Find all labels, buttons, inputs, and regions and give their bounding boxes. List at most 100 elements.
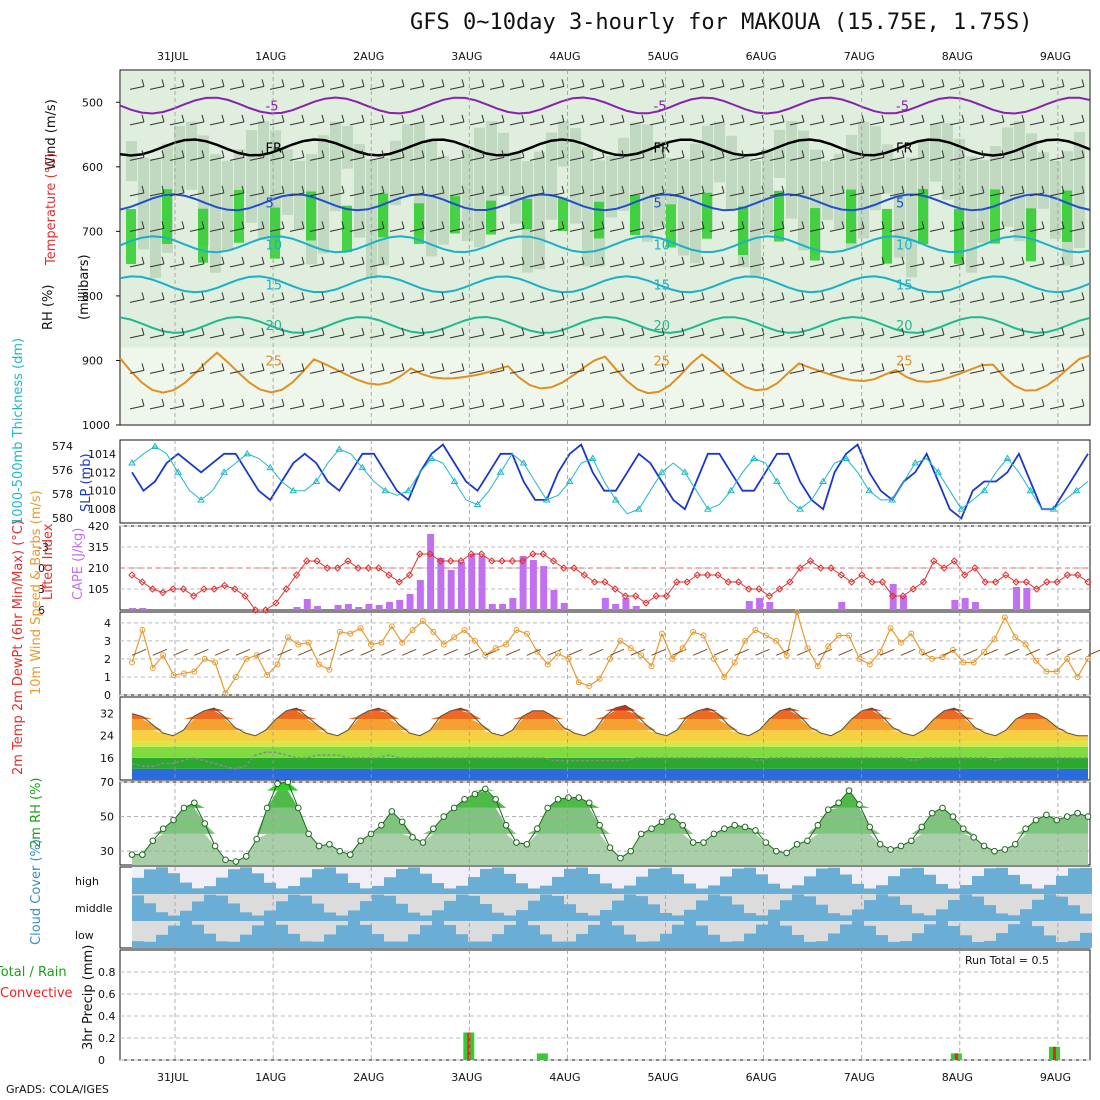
rh-patch [606, 155, 617, 218]
wind-barb [169, 256, 185, 268]
wind-barb [809, 327, 825, 339]
wind-barb [1049, 185, 1065, 197]
wind-barb [669, 221, 685, 232]
wind-barb [789, 150, 805, 161]
wind-barb [149, 221, 165, 232]
wind-barb [649, 256, 665, 268]
wind-barb [709, 363, 725, 374]
cloud-gap [204, 921, 216, 934]
wind-barb [169, 398, 185, 410]
li-marker [693, 571, 702, 579]
rh-marker [243, 853, 250, 860]
wind-barb [709, 185, 725, 197]
cloud-gap [564, 921, 576, 942]
wind-barb [809, 114, 825, 126]
thickness-marker [980, 486, 989, 494]
li-marker [323, 564, 332, 572]
wind-marker [555, 650, 562, 657]
wind-barb [889, 79, 905, 90]
wind-barb [1069, 256, 1085, 268]
wind-marker [471, 637, 478, 644]
wind-barb [869, 221, 885, 232]
cloud-gap [792, 921, 804, 935]
wind-barb [369, 363, 385, 374]
wind-barb [369, 114, 385, 126]
wind-barb [1029, 221, 1045, 232]
wind-barb [489, 327, 505, 339]
wind-barb [129, 327, 145, 339]
cape-bar [355, 607, 363, 610]
wind-barb [269, 114, 285, 126]
date-label-bottom: 2AUG [353, 1071, 384, 1084]
wind-barb [569, 114, 585, 126]
rh-patch [318, 135, 329, 254]
wind-barb [329, 327, 345, 339]
cloud-gap [888, 894, 900, 897]
temp-band [132, 730, 1088, 742]
cloud-gap [1020, 894, 1032, 910]
wind-barb [229, 79, 245, 90]
cloud-gap [516, 867, 528, 884]
wind-barb [549, 363, 565, 374]
rh-marker [648, 825, 655, 832]
thickness-marker [450, 477, 459, 484]
wind-barb [349, 327, 365, 339]
wind-marker [575, 679, 582, 686]
cloud-cell [672, 921, 684, 948]
cloud-gap [900, 867, 912, 869]
wind-barb-10m [900, 648, 916, 656]
wind-barb [329, 256, 345, 268]
cape-ylabel: CAPE (J/kg) [71, 528, 86, 600]
date-label-bottom: 31JUL [157, 1071, 189, 1084]
isotherm-label: 5 [896, 196, 904, 211]
thickness-marker [151, 442, 159, 449]
wind-marker [648, 663, 655, 670]
wind-barb [569, 221, 585, 232]
wind-barb [549, 150, 565, 161]
cloud-gap [408, 894, 420, 913]
wind-barb-10m [879, 648, 895, 656]
li-marker [518, 557, 527, 565]
wind-barb [769, 150, 785, 161]
wind-marker [139, 627, 146, 634]
rh-patch [750, 160, 761, 278]
cloud-gap [888, 867, 900, 877]
thickness-marker [496, 468, 505, 475]
wind-marker [773, 637, 780, 644]
cape-bar [416, 580, 424, 610]
wind-barbs [129, 79, 1085, 410]
wind-barb [569, 79, 585, 90]
rh-patch [450, 160, 461, 205]
cloud-gap [816, 894, 828, 905]
wind-barb [729, 79, 745, 90]
wind-barb [369, 256, 385, 268]
series-line-lifted-index [131, 553, 1089, 611]
thickness-tick: 580 [52, 512, 73, 525]
cloud-cell [492, 867, 504, 894]
rh-marker [1022, 825, 1029, 832]
wind-barb-10m [942, 648, 957, 656]
wind-marker [960, 659, 967, 666]
cloud-cell [396, 867, 408, 894]
wind-barb [489, 256, 505, 268]
rh-high-patch [486, 200, 496, 235]
cloud-gap [984, 921, 996, 941]
wind-marker [658, 630, 665, 637]
li-marker [765, 592, 774, 600]
rh-marker [1011, 840, 1019, 848]
wind-barb [849, 363, 865, 374]
rh-high-patch [918, 189, 928, 245]
wind-barb [129, 221, 145, 232]
cape-bar [293, 607, 301, 610]
wind-barb [189, 185, 205, 197]
cape-bar [303, 599, 311, 610]
wind-barb [809, 256, 825, 268]
rh-patch [222, 160, 233, 252]
cloud-gap [456, 867, 468, 886]
rh-marker [346, 851, 354, 858]
rh-marker [1053, 816, 1061, 824]
wind-barb [749, 327, 765, 339]
wind-barb [309, 150, 325, 161]
li-marker [549, 557, 558, 565]
wind-marker [949, 646, 956, 653]
